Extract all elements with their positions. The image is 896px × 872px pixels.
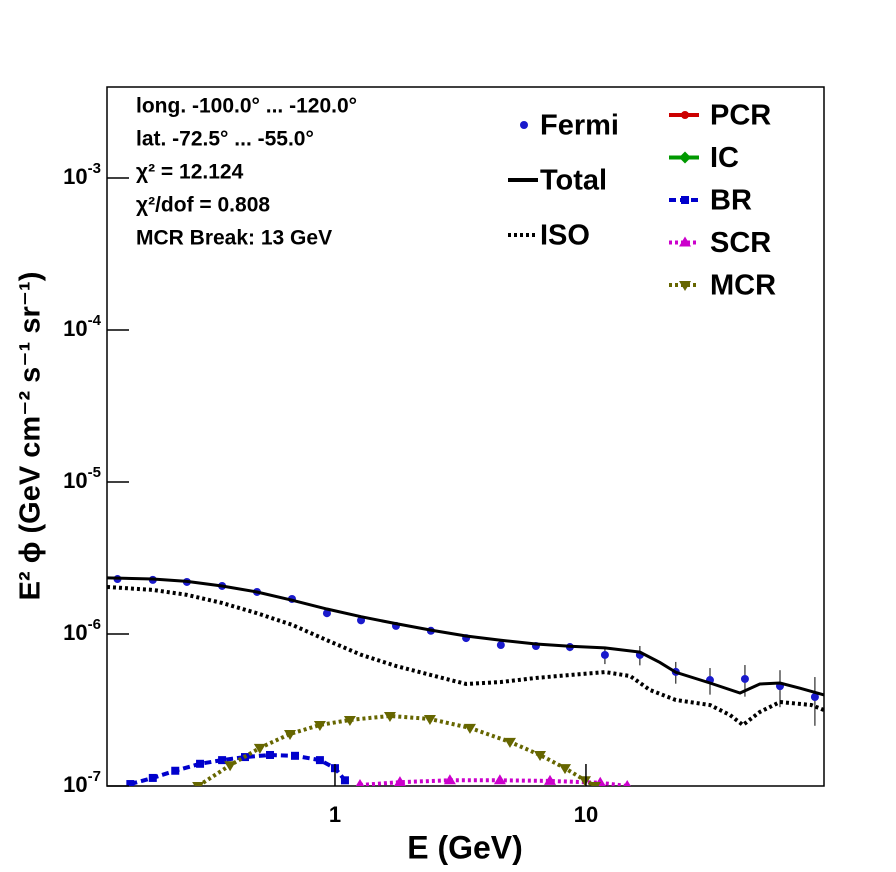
marker <box>253 743 266 754</box>
marker <box>493 774 506 785</box>
legend-entry: MCR <box>669 270 776 302</box>
legend-label: MCR <box>710 270 776 302</box>
tick-exponent: -6 <box>88 616 101 633</box>
series-line <box>107 576 824 697</box>
marker <box>578 776 591 786</box>
legend-entry: Total <box>508 165 607 197</box>
marker <box>192 782 205 786</box>
marker <box>322 609 331 618</box>
series-line <box>197 713 596 786</box>
marker <box>340 776 349 785</box>
marker <box>148 773 157 782</box>
tick-base: 10 <box>63 468 87 493</box>
annotation: χ² = 12.124 <box>136 161 244 184</box>
tick-base: 10 <box>63 316 87 341</box>
marker <box>810 693 819 702</box>
marker <box>291 751 300 760</box>
legend-label: BR <box>710 185 752 217</box>
marker <box>284 729 297 740</box>
tick-exponent: -3 <box>88 160 101 177</box>
marker <box>679 281 691 291</box>
marker <box>313 720 326 731</box>
legend-entry: ISO <box>508 220 590 252</box>
marker <box>623 780 631 786</box>
legend-label: Fermi <box>540 110 619 142</box>
y-tick-label: 10-7 <box>63 768 101 797</box>
marker <box>679 236 691 247</box>
marker <box>355 779 365 786</box>
x-tick-label: 10 <box>574 802 598 827</box>
annotation: MCR Break: 13 GeV <box>136 227 332 250</box>
legend-entry: PCR <box>669 100 771 132</box>
marker <box>443 774 456 785</box>
y-tick-label: 10-6 <box>63 616 101 645</box>
marker <box>196 759 205 768</box>
legend-entry: BR <box>669 185 752 217</box>
marker <box>394 776 406 786</box>
legend-entry: SCR <box>669 227 771 259</box>
marker <box>224 761 237 772</box>
y-tick-label: 10-3 <box>63 160 101 189</box>
marker <box>126 780 135 786</box>
marker <box>681 111 689 119</box>
legend-entry: IC <box>669 142 739 174</box>
marker <box>558 764 571 775</box>
y-tick-label: 10-5 <box>63 464 101 493</box>
legend-entry: Fermi <box>520 110 619 142</box>
tick-base: 10 <box>63 620 87 645</box>
tick-base: 10 <box>63 772 87 797</box>
y-tick-label: 10-4 <box>63 312 101 341</box>
marker <box>534 750 547 761</box>
x-tick-label: 1 <box>329 802 341 827</box>
legend-label: IC <box>710 142 739 174</box>
marker <box>520 121 528 129</box>
marker <box>343 715 356 726</box>
legend-label: PCR <box>710 100 771 132</box>
plot-frame <box>106 86 825 787</box>
x-axis-title: E (GeV) <box>407 829 523 865</box>
marker <box>423 714 436 725</box>
series-line <box>107 584 824 728</box>
annotation: χ²/dof = 0.808 <box>136 194 270 217</box>
marker <box>266 750 275 759</box>
tick-exponent: -4 <box>88 312 102 329</box>
tick-base: 10 <box>63 164 87 189</box>
annotation: long. -100.0° ... -120.0° <box>136 95 357 118</box>
marker <box>496 641 505 650</box>
marker <box>681 196 689 204</box>
annotation: lat. -72.5° ... -55.0° <box>136 128 314 151</box>
marker <box>544 774 557 785</box>
legend-label: ISO <box>540 220 590 252</box>
marker <box>315 756 324 765</box>
tick-exponent: -5 <box>88 464 101 481</box>
marker <box>679 151 691 164</box>
tick-exponent: -7 <box>88 768 101 785</box>
marker <box>383 711 396 722</box>
legend-label: Total <box>540 165 607 197</box>
marker <box>463 723 476 734</box>
legend-label: SCR <box>710 227 771 259</box>
marker <box>740 674 749 683</box>
marker <box>600 650 609 659</box>
marker <box>171 766 180 775</box>
series-line <box>129 752 347 786</box>
marker <box>218 756 227 765</box>
marker <box>588 782 601 786</box>
plot-area <box>107 575 824 786</box>
y-axis-title: E² ϕ (GeV cm⁻² s⁻¹ sr⁻¹) <box>15 272 47 601</box>
marker <box>503 737 516 748</box>
